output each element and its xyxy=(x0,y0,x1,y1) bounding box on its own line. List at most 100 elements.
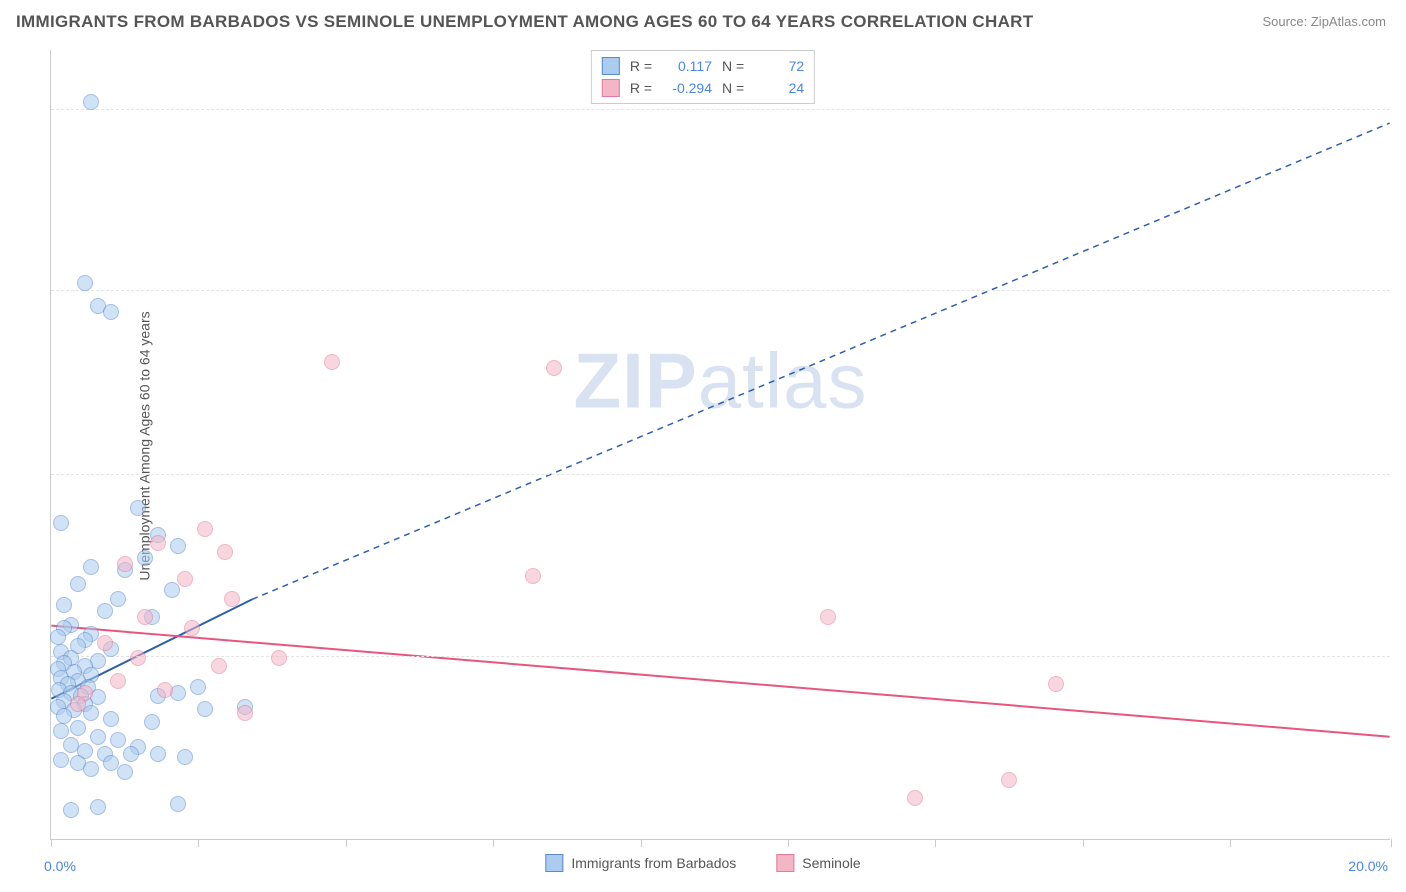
data-point-barbados xyxy=(164,582,180,598)
x-tick xyxy=(1391,839,1392,847)
legend-swatch xyxy=(602,79,620,97)
data-point-barbados xyxy=(53,723,69,739)
data-point-barbados xyxy=(53,515,69,531)
data-point-seminole xyxy=(97,635,113,651)
y-tick-label: 25.0% xyxy=(1395,101,1406,117)
data-point-barbados xyxy=(83,705,99,721)
correlation-legend: R = 0.117 N = 72 R = -0.294 N = 24 xyxy=(591,50,815,104)
x-end-label: 20.0% xyxy=(1348,858,1388,874)
data-point-barbados xyxy=(110,732,126,748)
x-tick xyxy=(641,839,642,847)
data-point-barbados xyxy=(83,94,99,110)
data-point-seminole xyxy=(110,673,126,689)
trend-line-seminole xyxy=(51,626,1389,737)
legend-label: Immigrants from Barbados xyxy=(571,855,736,871)
y-tick-label: 18.8% xyxy=(1395,282,1406,298)
legend-item-barbados: Immigrants from Barbados xyxy=(545,854,736,872)
watermark: ZIPatlas xyxy=(573,336,867,427)
chart-title: IMMIGRANTS FROM BARBADOS VS SEMINOLE UNE… xyxy=(16,12,1033,32)
data-point-seminole xyxy=(271,650,287,666)
legend-label: Seminole xyxy=(802,855,860,871)
r-label: R = xyxy=(630,58,652,74)
r-value: -0.294 xyxy=(662,80,712,96)
data-point-seminole xyxy=(197,521,213,537)
source-label: Source: ZipAtlas.com xyxy=(1262,14,1386,29)
data-point-seminole xyxy=(525,568,541,584)
data-point-barbados xyxy=(90,729,106,745)
data-point-seminole xyxy=(150,535,166,551)
gridline xyxy=(51,474,1390,475)
data-point-seminole xyxy=(184,620,200,636)
x-tick xyxy=(788,839,789,847)
data-point-seminole xyxy=(117,556,133,572)
data-point-barbados xyxy=(50,629,66,645)
data-point-seminole xyxy=(217,544,233,560)
data-point-seminole xyxy=(177,571,193,587)
corr-legend-row-seminole: R = -0.294 N = 24 xyxy=(602,77,804,99)
data-point-barbados xyxy=(110,591,126,607)
watermark-brand-a: ZIP xyxy=(573,337,697,425)
y-tick-label: 12.5% xyxy=(1395,466,1406,482)
r-label: R = xyxy=(630,80,652,96)
n-label: N = xyxy=(722,58,744,74)
data-point-barbados xyxy=(170,796,186,812)
data-point-barbados xyxy=(70,576,86,592)
data-point-seminole xyxy=(137,609,153,625)
data-point-barbados xyxy=(170,538,186,554)
legend-swatch xyxy=(545,854,563,872)
data-point-seminole xyxy=(324,354,340,370)
data-point-seminole xyxy=(237,705,253,721)
data-point-seminole xyxy=(820,609,836,625)
data-point-seminole xyxy=(907,790,923,806)
x-tick xyxy=(1230,839,1231,847)
trend-line-ext-barbados xyxy=(252,123,1390,599)
data-point-barbados xyxy=(56,597,72,613)
data-point-barbados xyxy=(70,720,86,736)
data-point-seminole xyxy=(224,591,240,607)
data-point-barbados xyxy=(137,550,153,566)
y-tick-label: 6.3% xyxy=(1395,648,1406,664)
watermark-brand-b: atlas xyxy=(698,337,868,425)
data-point-barbados xyxy=(117,764,133,780)
n-value: 24 xyxy=(754,80,804,96)
data-point-barbados xyxy=(56,708,72,724)
data-point-barbados xyxy=(83,761,99,777)
data-point-barbados xyxy=(77,275,93,291)
n-label: N = xyxy=(722,80,744,96)
gridline xyxy=(51,290,1390,291)
data-point-barbados xyxy=(150,746,166,762)
n-value: 72 xyxy=(754,58,804,74)
data-point-barbados xyxy=(103,304,119,320)
trend-lines xyxy=(51,50,1390,839)
data-point-seminole xyxy=(1048,676,1064,692)
data-point-seminole xyxy=(211,658,227,674)
data-point-barbados xyxy=(190,679,206,695)
legend-item-seminole: Seminole xyxy=(776,854,860,872)
data-point-seminole xyxy=(546,360,562,376)
data-point-barbados xyxy=(103,711,119,727)
r-value: 0.117 xyxy=(662,58,712,74)
gridline xyxy=(51,656,1390,657)
x-tick xyxy=(493,839,494,847)
data-point-barbados xyxy=(83,559,99,575)
data-point-barbados xyxy=(53,752,69,768)
gridline xyxy=(51,109,1390,110)
x-tick xyxy=(198,839,199,847)
series-legend: Immigrants from Barbados Seminole xyxy=(545,854,860,872)
data-point-barbados xyxy=(63,802,79,818)
data-point-barbados xyxy=(177,749,193,765)
data-point-barbados xyxy=(144,714,160,730)
x-origin-label: 0.0% xyxy=(44,858,76,874)
legend-swatch xyxy=(776,854,794,872)
x-tick xyxy=(51,839,52,847)
data-point-seminole xyxy=(157,682,173,698)
x-tick xyxy=(346,839,347,847)
data-point-barbados xyxy=(97,603,113,619)
data-point-seminole xyxy=(130,650,146,666)
data-point-barbados xyxy=(130,500,146,516)
plot-area: ZIPatlas 6.3%12.5%18.8%25.0% xyxy=(50,50,1390,840)
legend-swatch xyxy=(602,57,620,75)
x-tick xyxy=(1083,839,1084,847)
data-point-barbados xyxy=(123,746,139,762)
data-point-seminole xyxy=(70,696,86,712)
